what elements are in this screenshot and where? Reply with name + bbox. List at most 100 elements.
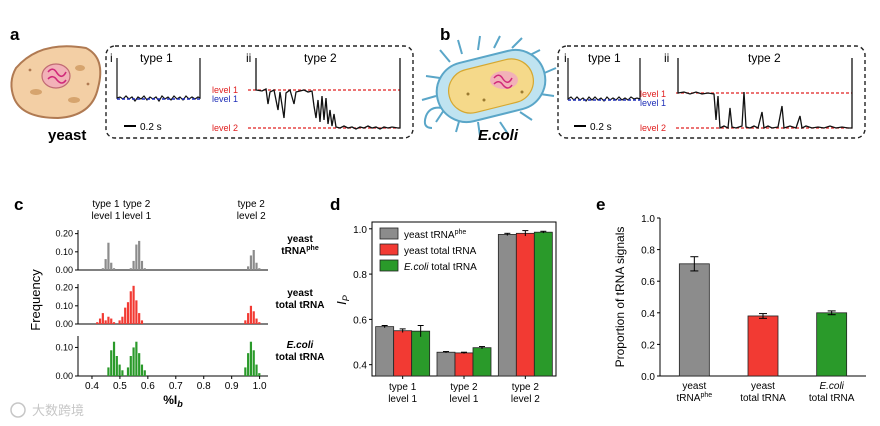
hist-x-label-sub: b <box>177 399 183 409</box>
yeast-cell-illustration <box>10 45 102 120</box>
hist-bar <box>138 313 141 324</box>
hist-bar <box>121 370 124 376</box>
bar-d-bar <box>375 326 395 377</box>
hist-bar <box>249 305 253 324</box>
ecoli-cell-illustration <box>421 35 557 137</box>
hist-y-tick-label: 0.00 <box>55 265 73 275</box>
hist-annotation-line2: level 1 <box>91 211 120 222</box>
hist-bar <box>247 313 250 324</box>
bar-d-legend-rest: total tRNA <box>428 262 477 273</box>
bar-e-x-label-line2: tRNAphe <box>677 392 713 404</box>
hist-annotation-line1: type 2 <box>123 199 151 210</box>
bar-e-x-label-line1: E.coli <box>819 381 844 392</box>
hist-bar <box>255 262 258 270</box>
hist-bar <box>143 268 146 270</box>
bar-d-y-tick-label: 0.8 <box>353 270 367 281</box>
bar-e-x-label-line1: yeast <box>751 381 775 392</box>
panel-a-level1-blue: level 1 <box>212 94 238 104</box>
panel-a-sub-i: i <box>110 51 113 65</box>
hist-x-tick-label: 0.7 <box>169 381 183 392</box>
bar-d-legend-swatch <box>379 259 399 272</box>
bar-chart-proportion: 0.0 0.2 0.4 0.6 0.8 1.0 Proportion of tRNA sig… <box>613 214 866 404</box>
bar-d-bar <box>411 330 431 377</box>
bar-e-y-axis-label: Proportion of tRNA signals <box>613 227 627 368</box>
hist-x-tick-label: 1.0 <box>253 381 267 392</box>
bar-d-x-tick-label-line1: type 2 <box>512 382 540 393</box>
hist-bar <box>98 318 102 324</box>
bar-e-y-tick-label: 0.4 <box>641 309 655 320</box>
hist-bar <box>140 364 144 376</box>
hist-bar <box>138 240 141 270</box>
hist-bar <box>96 322 99 324</box>
hist-series-label-line2: tRNAphe <box>281 245 319 257</box>
hist-bar <box>249 341 253 376</box>
hist-bar <box>129 268 132 270</box>
hist-bar <box>138 353 141 376</box>
hist-y-tick-label: 0.00 <box>55 319 73 329</box>
bar-d-x-tick-label-line2: level 1 <box>388 394 417 405</box>
hist-bar <box>255 364 258 376</box>
hist-bar <box>132 260 135 270</box>
bar-e-y-tick-label: 1.0 <box>641 214 655 225</box>
hist-bar <box>115 356 118 376</box>
hist-bar <box>107 316 110 324</box>
panel-d-letter: d <box>330 195 340 214</box>
panel-b-level2-label: level 2 <box>640 123 666 133</box>
bar-d-legend-main: yeast total tRNA <box>404 246 477 257</box>
hist-bar <box>258 373 261 376</box>
panel-b-level1-red: level 1 <box>640 89 666 99</box>
bar-e-y-tick-label: 0.2 <box>641 340 655 351</box>
hist-y-tick-label: 0.10 <box>55 247 73 257</box>
bar-d-y-label-main: I <box>334 301 349 305</box>
hist-bar <box>104 320 107 324</box>
hist-annotation-line1: type 1 <box>92 199 120 210</box>
hist-bar <box>135 341 138 376</box>
hist-bar <box>247 353 250 376</box>
hist-bar <box>252 350 255 376</box>
bar-d-y-tick-label: 0.6 <box>353 315 367 326</box>
hist-bar <box>110 318 113 324</box>
panel-b-level1-blue: level 1 <box>640 98 666 108</box>
bar-e-x-label-line2: total tRNA <box>809 393 855 404</box>
panel-a-level2-label: level 2 <box>212 123 238 133</box>
bar-e-x-label-sup: phe <box>700 392 712 399</box>
hist-x-tick-label: 0.5 <box>113 381 127 392</box>
hist-x-axis-label: %Ib <box>163 393 183 409</box>
hist-series-label-line1: yeast <box>287 288 313 299</box>
hist-bar <box>110 350 113 376</box>
hist-bar <box>258 268 261 270</box>
watermark: 大数跨境 <box>10 402 84 418</box>
bar-d-bar <box>497 234 517 377</box>
hist-bar <box>252 311 255 324</box>
panel-a-sub-ii: ii <box>246 51 251 65</box>
hist-series-label-sup: phe <box>306 245 319 252</box>
bar-d-y-label-sub: P <box>341 295 351 301</box>
bar-e-x-label-line1: yeast <box>682 381 706 392</box>
hist-bar <box>101 268 104 270</box>
bar-d-x-tick-label-line2: level 2 <box>511 394 540 405</box>
hist-annotation-line1: type 2 <box>238 199 266 210</box>
bar-d-legend-swatch <box>379 243 399 256</box>
bar-d-legend-label: yeast total tRNA <box>404 246 477 257</box>
watermark-logo-icon <box>10 402 26 418</box>
bar-d-x-tick-label-line2: level 1 <box>450 394 479 405</box>
bar-e-x-label-line2: total tRNA <box>740 393 786 404</box>
hist-bar <box>118 364 121 376</box>
hist-y-axis-label: Frequency <box>28 269 43 331</box>
panel-a-organism: yeast <box>48 127 86 144</box>
hist-annotation-line2: level 2 <box>237 211 266 222</box>
hist-bar <box>101 313 104 324</box>
panel-b-type2-label: type 2 <box>748 51 781 65</box>
hist-bar <box>104 259 107 270</box>
hist-bar <box>129 291 132 324</box>
bar-d-legend-sup: phe <box>455 229 467 236</box>
hist-bar <box>124 307 127 324</box>
hist-bar <box>135 244 138 270</box>
bar-d-legend-label: yeast tRNAphe <box>404 229 466 241</box>
hist-y-tick-label: 0.10 <box>55 301 73 311</box>
panel-a-type1-label: type 1 <box>140 51 173 65</box>
hist-bar <box>121 316 124 324</box>
hist-bar <box>132 285 135 324</box>
hist-bar <box>118 320 121 324</box>
